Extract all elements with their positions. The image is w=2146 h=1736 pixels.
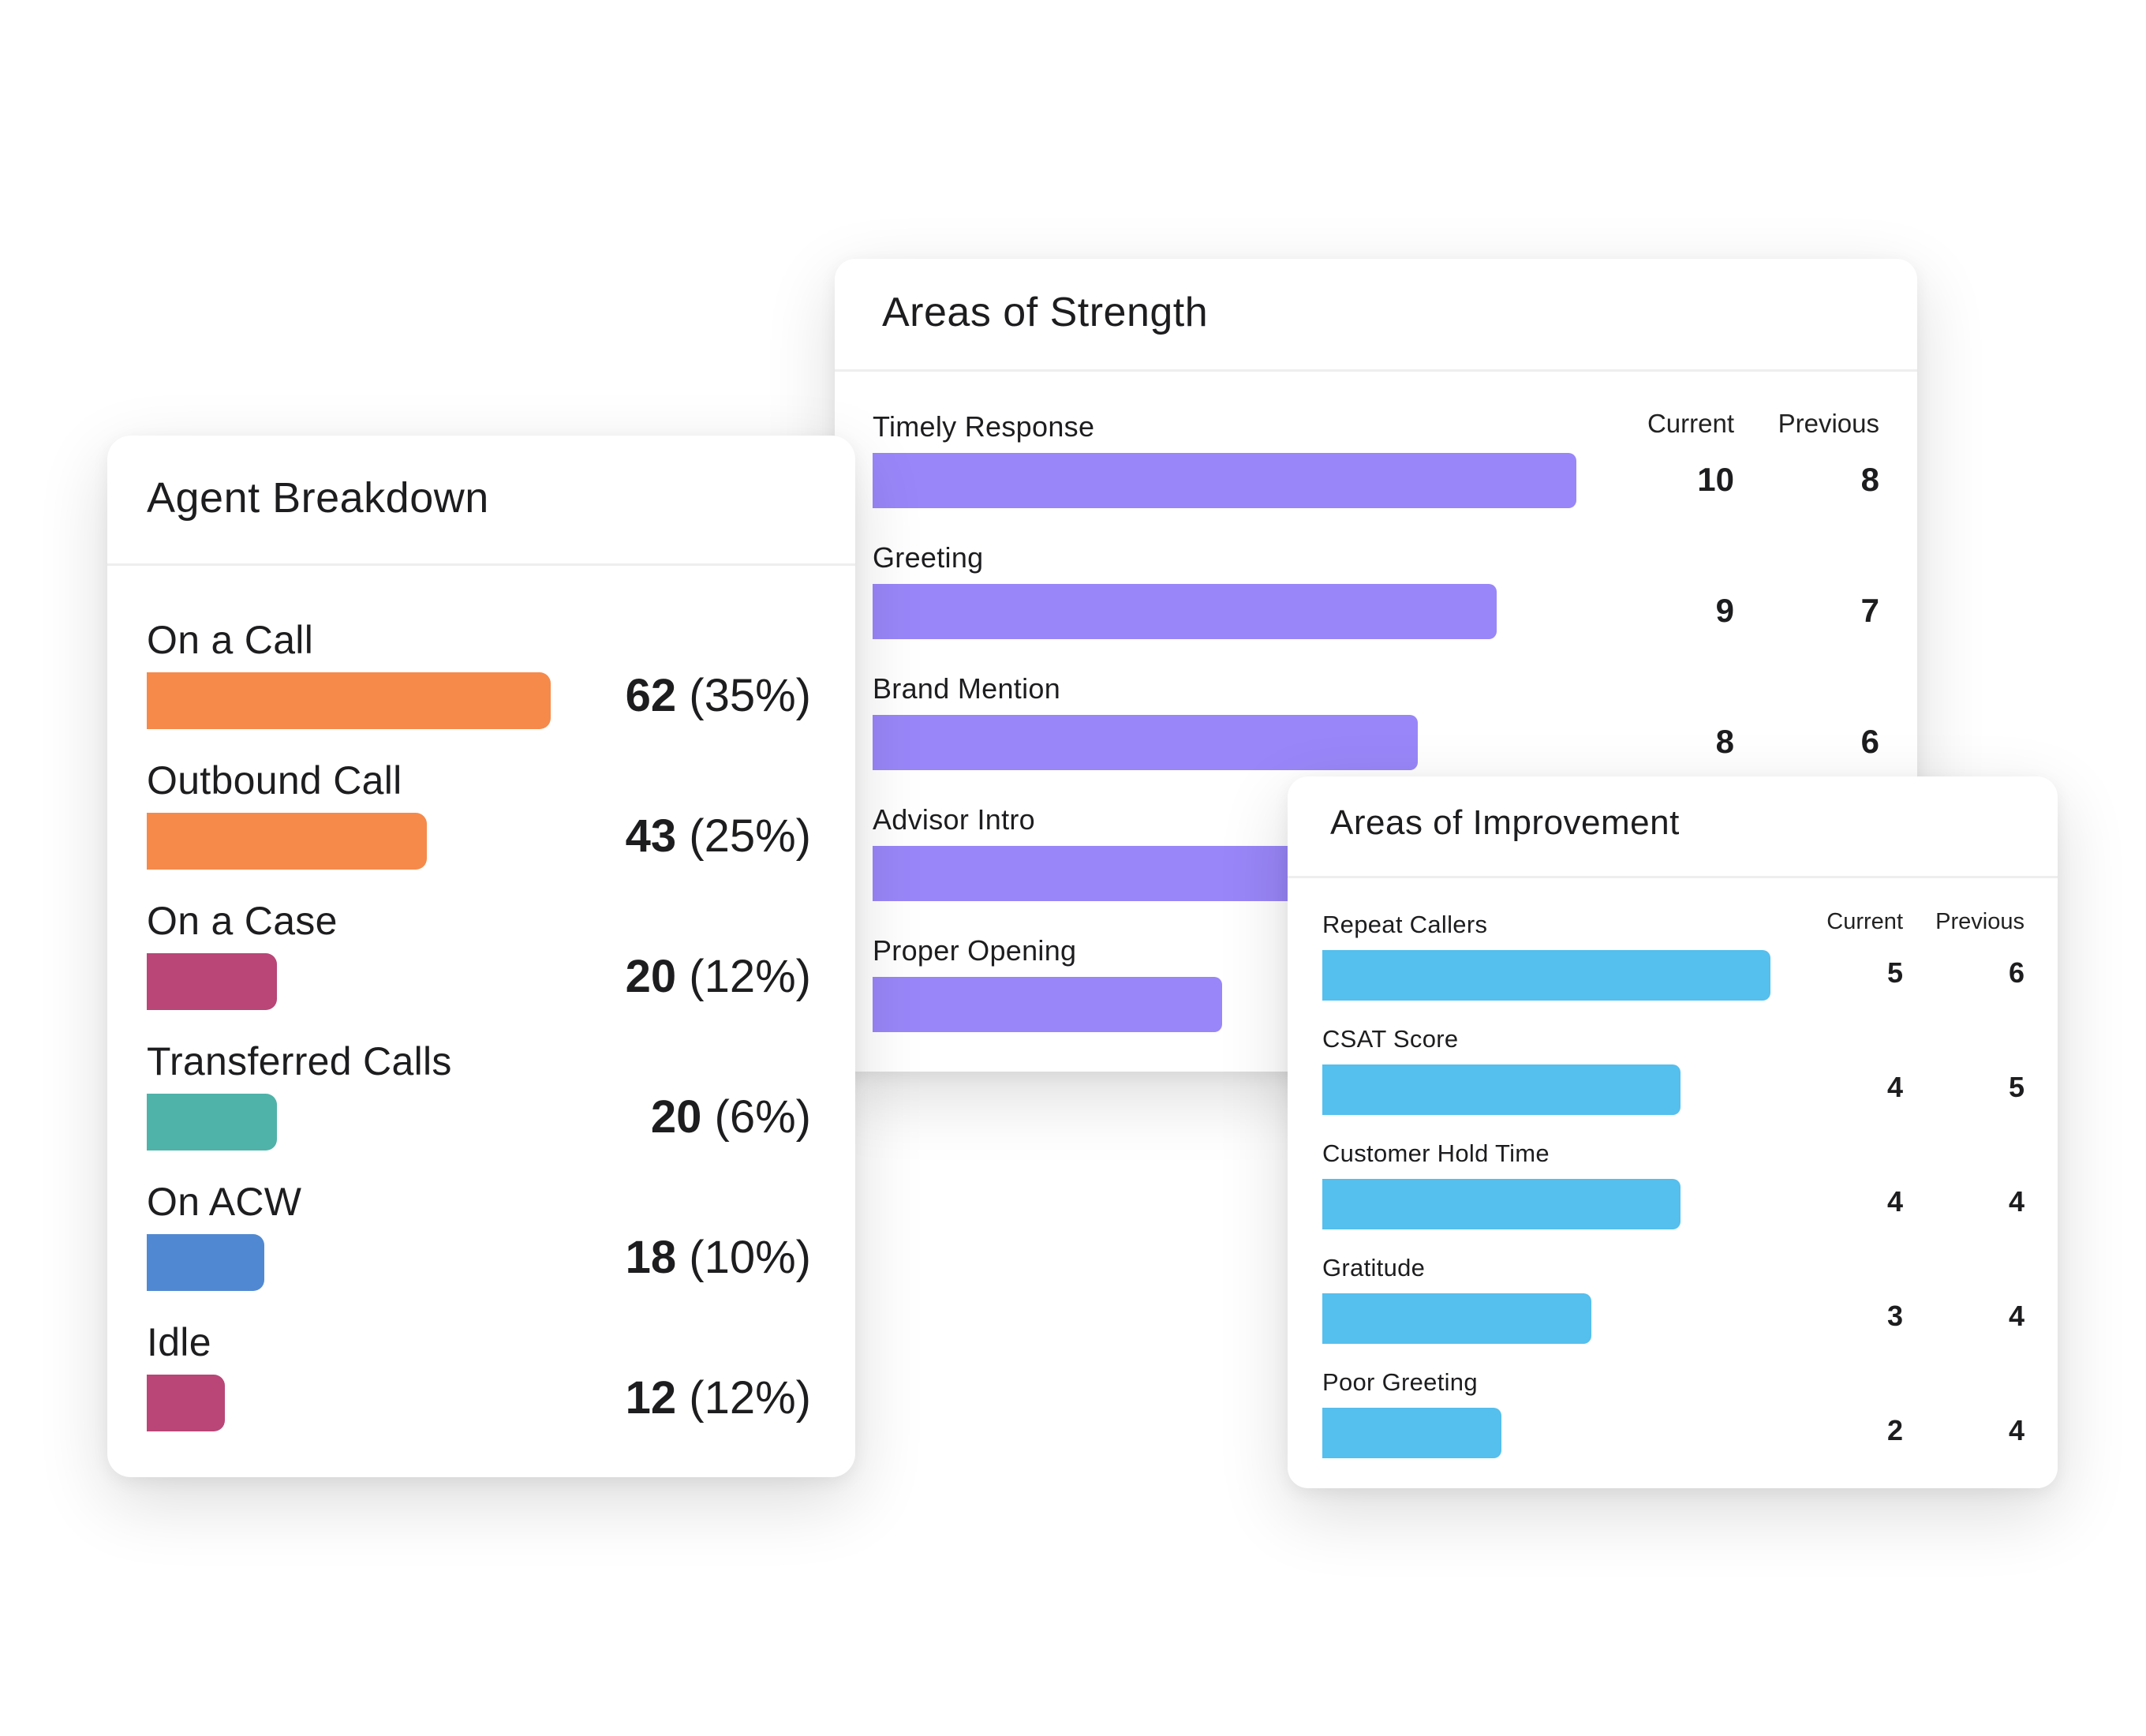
agent-value-outbound-call: 43 (25%) <box>626 810 811 862</box>
agent-count-on-a-case: 20 <box>625 951 677 1002</box>
agent-value-transferred-calls: 20 (6%) <box>651 1091 811 1143</box>
agent-value-on-a-case: 20 (12%) <box>626 950 811 1003</box>
improve-bar-poor-greeting <box>1322 1408 1501 1458</box>
improve-previous-value-gratitude: 4 <box>2008 1300 2024 1332</box>
agent-count-transferred-calls: 20 <box>650 1091 702 1143</box>
improve-row-label-repeat-callers: Repeat Callers <box>1322 911 1488 938</box>
improve-current-value-repeat-callers: 5 <box>1886 956 1903 989</box>
areas-of-improvement-card: Areas of Improvement Current Previous Re… <box>1288 776 2058 1488</box>
agent-value-idle: 12 (12%) <box>626 1371 811 1424</box>
improve-current-value-customer-hold-time: 4 <box>1886 1185 1903 1218</box>
improve-current-value-poor-greeting: 2 <box>1886 1414 1903 1446</box>
agent-row-label-transferred-calls: Transferred Calls <box>147 1039 452 1083</box>
agent-percent-outbound-call: (25%) <box>689 810 811 862</box>
strength-bar-timely-response <box>873 453 1576 508</box>
improve-current-header: Current <box>1826 909 1903 934</box>
agent-row-label-idle: Idle <box>147 1320 211 1364</box>
strength-card-header: Areas of Strength <box>835 259 1917 372</box>
agent-bar-on-a-case <box>147 953 277 1010</box>
improve-current-value-csat-score: 4 <box>1886 1071 1903 1103</box>
agent-percent-transferred-calls: (6%) <box>714 1091 811 1143</box>
strength-row-label-greeting: Greeting <box>873 541 984 574</box>
improve-bar-customer-hold-time <box>1322 1179 1681 1229</box>
agent-row-label-on-a-case: On a Case <box>147 899 338 943</box>
strength-current-header: Current <box>1647 409 1734 438</box>
strength-previous-header: Previous <box>1778 409 1879 438</box>
agent-percent-on-a-call: (35%) <box>689 670 811 721</box>
improve-bar-repeat-callers <box>1322 950 1770 1001</box>
agent-bar-on-a-call <box>147 672 551 729</box>
agent-count-outbound-call: 43 <box>625 810 677 862</box>
agent-bar-outbound-call <box>147 813 427 870</box>
strength-current-value-greeting: 9 <box>1715 592 1734 629</box>
improve-row-label-csat-score: CSAT Score <box>1322 1025 1459 1053</box>
strength-current-value-brand-mention: 8 <box>1715 723 1734 760</box>
agent-card-title: Agent Breakdown <box>147 474 489 522</box>
strength-row-label-advisor-intro: Advisor Intro <box>873 803 1035 836</box>
improve-card-title: Areas of Improvement <box>1330 803 1680 842</box>
strength-previous-value-brand-mention: 6 <box>1860 723 1879 760</box>
improve-previous-header: Previous <box>1935 909 2024 934</box>
improve-card-header: Areas of Improvement <box>1288 776 2058 878</box>
improve-bar-csat-score <box>1322 1064 1681 1115</box>
strength-bar-brand-mention <box>873 715 1418 770</box>
agent-percent-on-acw: (10%) <box>689 1232 811 1283</box>
strength-card-title: Areas of Strength <box>882 290 1209 335</box>
strength-previous-value-greeting: 7 <box>1860 592 1879 629</box>
agent-value-on-acw: 18 (10%) <box>626 1231 811 1284</box>
improve-previous-value-poor-greeting: 4 <box>2008 1414 2024 1446</box>
strength-row-label-proper-opening: Proper Opening <box>873 934 1077 967</box>
improve-previous-value-csat-score: 5 <box>2008 1071 2024 1103</box>
agent-row-label-outbound-call: Outbound Call <box>147 758 402 803</box>
agent-bar-idle <box>147 1375 225 1431</box>
strength-bar-advisor-intro <box>873 846 1340 901</box>
agent-bar-on-acw <box>147 1234 264 1291</box>
strength-bar-greeting <box>873 584 1497 639</box>
agent-row-label-on-a-call: On a Call <box>147 618 314 662</box>
improve-row-label-poor-greeting: Poor Greeting <box>1322 1368 1478 1396</box>
improve-bar-gratitude <box>1322 1293 1591 1344</box>
agent-breakdown-card: Agent Breakdown On a Call 62 (35%) Outboun… <box>107 436 855 1477</box>
agent-card-header: Agent Breakdown <box>107 436 855 566</box>
strength-row-label-brand-mention: Brand Mention <box>873 672 1061 705</box>
improve-previous-value-customer-hold-time: 4 <box>2008 1185 2024 1218</box>
improve-previous-value-repeat-callers: 6 <box>2008 956 2024 989</box>
agent-value-on-a-call: 62 (35%) <box>626 669 811 722</box>
strength-row-label-timely-response: Timely Response <box>873 410 1095 443</box>
improve-row-label-gratitude: Gratitude <box>1322 1254 1426 1281</box>
agent-bar-transferred-calls <box>147 1094 277 1150</box>
strength-previous-value-timely-response: 8 <box>1860 461 1879 498</box>
strength-bar-proper-opening <box>873 977 1222 1032</box>
agent-count-on-acw: 18 <box>625 1232 677 1283</box>
improve-current-value-gratitude: 3 <box>1886 1300 1903 1332</box>
improve-row-label-customer-hold-time: Customer Hold Time <box>1322 1139 1550 1167</box>
agent-percent-on-a-case: (12%) <box>689 951 811 1002</box>
agent-count-on-a-call: 62 <box>625 670 677 721</box>
agent-count-idle: 12 <box>625 1372 677 1424</box>
agent-row-label-on-acw: On ACW <box>147 1180 302 1224</box>
agent-percent-idle: (12%) <box>689 1372 811 1424</box>
strength-current-value-timely-response: 10 <box>1697 461 1734 498</box>
